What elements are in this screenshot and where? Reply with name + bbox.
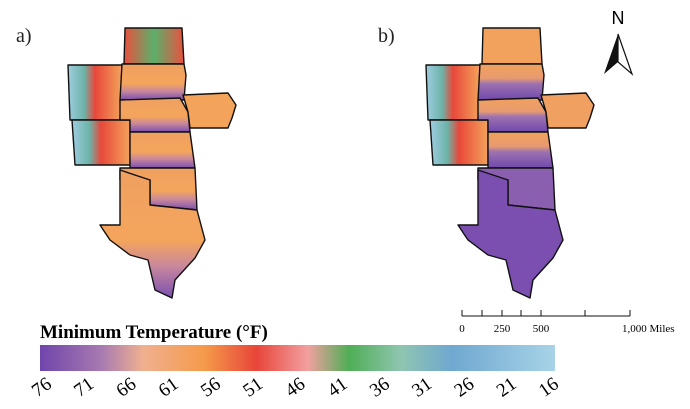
colorbar-tick-label: 46 — [282, 373, 310, 401]
legend-title: Minimum Temperature (°F) — [40, 322, 268, 343]
colorbar — [40, 345, 555, 371]
colorbar-tick-label: 31 — [408, 373, 436, 401]
scale-label: 250 — [494, 323, 511, 335]
scale-label: 1,000 Miles — [622, 323, 675, 335]
panel-label: a) — [16, 25, 32, 47]
colorbar-tick-label: 61 — [155, 373, 183, 401]
north-label: N — [612, 8, 625, 28]
scale-bar: 0 250 500 1,000 Miles — [459, 310, 675, 335]
panel-label: b) — [378, 25, 395, 47]
scale-label: 0 — [459, 323, 465, 335]
colorbar-tick-label: 21 — [493, 373, 521, 401]
map-b — [425, 27, 595, 299]
map-a — [67, 27, 237, 299]
colorbar-tick-label: 36 — [366, 373, 394, 401]
colorbar-tick-label: 76 — [28, 373, 56, 401]
scale-label: 500 — [533, 323, 550, 335]
north-arrow: N — [604, 8, 634, 76]
colorbar-tick-label: 66 — [113, 373, 141, 401]
colorbar-tick-label: 16 — [535, 373, 563, 401]
colorbar-tick-label: 71 — [70, 373, 98, 401]
colorbar-tick-label: 41 — [324, 373, 352, 401]
colorbar-tick-label: 26 — [451, 373, 479, 401]
colorbar-tick-label: 51 — [239, 373, 267, 401]
colorbar-tick-label: 56 — [197, 373, 225, 401]
